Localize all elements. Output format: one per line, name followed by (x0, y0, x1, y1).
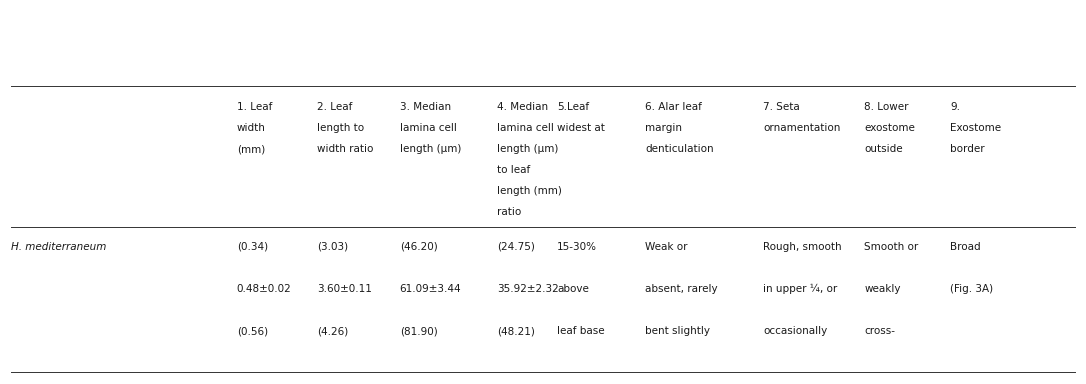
Text: in upper ¼, or: in upper ¼, or (763, 284, 837, 295)
Text: 1. Leaf: 1. Leaf (237, 102, 273, 112)
Text: (48.21): (48.21) (497, 326, 535, 336)
Text: length (μm): length (μm) (400, 144, 462, 154)
Text: 5.Leaf: 5.Leaf (557, 102, 590, 112)
Text: (46.20): (46.20) (400, 242, 438, 252)
Text: 3.60±0.11: 3.60±0.11 (317, 284, 372, 294)
Text: border: border (950, 144, 985, 154)
Text: 3. Median: 3. Median (400, 102, 451, 112)
Text: above: above (557, 284, 589, 294)
Text: Smooth or: Smooth or (864, 242, 919, 252)
Text: 7. Seta: 7. Seta (763, 102, 800, 112)
Text: width: width (237, 123, 266, 133)
Text: 9.: 9. (950, 102, 960, 112)
Text: weakly: weakly (864, 284, 901, 294)
Text: absent, rarely: absent, rarely (645, 284, 718, 294)
Text: length (μm): length (μm) (497, 144, 559, 154)
Text: bent slightly: bent slightly (645, 326, 710, 336)
Text: outside: outside (864, 144, 904, 154)
Text: (0.34): (0.34) (237, 242, 268, 252)
Text: margin: margin (645, 123, 682, 133)
Text: 61.09±3.44: 61.09±3.44 (400, 284, 462, 294)
Text: denticulation: denticulation (645, 144, 714, 154)
Text: length (mm): length (mm) (497, 186, 563, 196)
Text: width ratio: width ratio (317, 144, 374, 154)
Text: length to: length to (317, 123, 364, 133)
Text: exostome: exostome (864, 123, 915, 133)
Text: lamina cell: lamina cell (497, 123, 554, 133)
Text: (0.56): (0.56) (237, 326, 268, 336)
Text: H. mediterraneum: H. mediterraneum (11, 242, 106, 252)
Text: ratio: ratio (497, 207, 521, 217)
Text: (4.26): (4.26) (317, 326, 349, 336)
Text: Rough, smooth: Rough, smooth (763, 242, 842, 252)
Text: occasionally: occasionally (763, 326, 828, 336)
Text: cross-: cross- (864, 326, 896, 336)
Text: (Fig. 3A): (Fig. 3A) (950, 284, 994, 294)
Text: (24.75): (24.75) (497, 242, 535, 252)
Text: 6. Alar leaf: 6. Alar leaf (645, 102, 702, 112)
Text: (mm): (mm) (237, 144, 265, 154)
Text: Broad: Broad (950, 242, 981, 252)
Text: (3.03): (3.03) (317, 242, 349, 252)
Text: 0.48±0.02: 0.48±0.02 (237, 284, 291, 294)
Text: Weak or: Weak or (645, 242, 687, 252)
Text: 4. Median: 4. Median (497, 102, 548, 112)
Text: 2. Leaf: 2. Leaf (317, 102, 353, 112)
Text: 15-30%: 15-30% (557, 242, 597, 252)
Text: 8. Lower: 8. Lower (864, 102, 909, 112)
Text: to leaf: to leaf (497, 165, 531, 175)
Text: ornamentation: ornamentation (763, 123, 841, 133)
Text: widest at: widest at (557, 123, 605, 133)
Text: Exostome: Exostome (950, 123, 1001, 133)
Text: 35.92±2.32: 35.92±2.32 (497, 284, 559, 294)
Text: lamina cell: lamina cell (400, 123, 456, 133)
Text: leaf base: leaf base (557, 326, 605, 336)
Text: (81.90): (81.90) (400, 326, 438, 336)
